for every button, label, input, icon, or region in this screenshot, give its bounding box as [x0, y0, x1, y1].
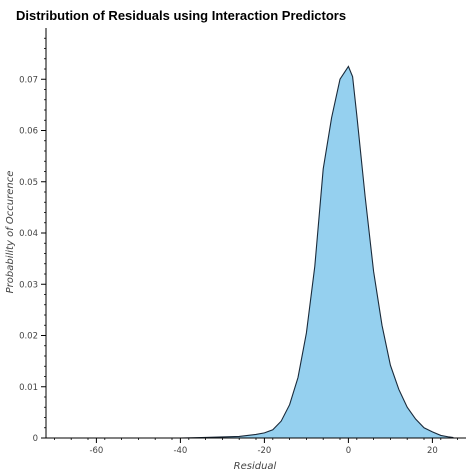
y-tick-label: 0.04: [19, 229, 38, 239]
y-tick-label: 0.07: [19, 75, 38, 85]
density-line: [46, 65, 454, 439]
x-tick-label: 20: [427, 446, 438, 456]
y-tick-label: 0.05: [19, 178, 38, 188]
y-tick-label: 0.01: [19, 383, 38, 393]
density-area: [46, 66, 454, 438]
y-tick-label: 0.06: [19, 127, 38, 137]
x-tick-label: -40: [173, 446, 187, 456]
x-tick-label: -60: [89, 446, 103, 456]
x-tick-label: -20: [257, 446, 271, 456]
x-tick-label: 0: [346, 446, 351, 456]
y-tick-label: 0: [33, 434, 38, 444]
x-axis-label: Residual: [234, 461, 277, 472]
axes: 0 0.01 0.02 0.03 0.04 0.05 0.06 0.07 -60 -40 -20 0 2…: [19, 28, 466, 456]
plot-area: [46, 65, 454, 439]
y-tick-label: 0.02: [19, 332, 38, 342]
y-tick-label: 0.03: [19, 280, 38, 290]
chart-title: Distribution of Residuals using Interact…: [16, 8, 346, 23]
y-axis-label: Probability of Occurence: [5, 171, 16, 294]
